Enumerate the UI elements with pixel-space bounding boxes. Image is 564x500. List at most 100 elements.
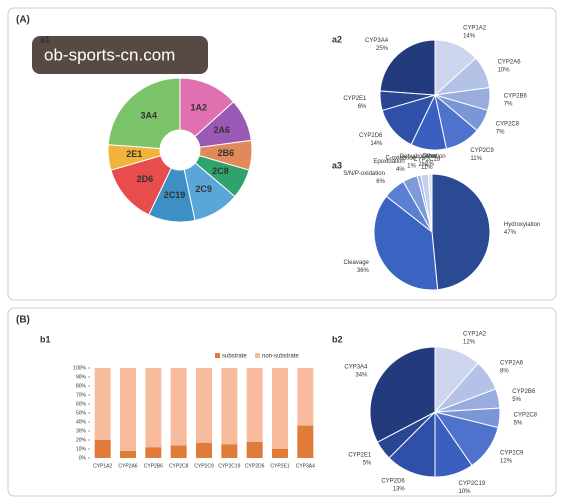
slice-label: 2C19 [164,190,186,200]
bar-segment [145,447,162,458]
slice-label: CYP1A2 [463,332,487,338]
slice-label: CYP2B6 [504,94,528,100]
slice-label: CYP2E1 [348,452,372,458]
slice-label: CYP2D6 [359,133,383,139]
slice-label: CYP2C8 [496,121,520,127]
bar-segment [94,440,111,458]
slice-value: 5% [512,397,521,403]
slice-label: CYP2E1 [343,96,367,102]
bar-segment [297,368,314,426]
bar-segment [297,425,314,458]
y-tick-label: 80% [76,383,87,389]
slice-value: 11% [421,165,433,171]
slice-label: Other [422,154,437,160]
slice-value: 1% [407,163,416,169]
bar-segment [145,368,162,448]
slice [107,77,181,150]
bar-segment [221,368,238,445]
y-tick-label: 60% [76,401,87,407]
slice [369,346,436,443]
slice-label: Cleavage [344,260,370,266]
slice-label: 2D6 [137,174,154,184]
slice-value: 25% [376,46,389,52]
slice-value: 14% [370,141,383,147]
slice-value: 4% [396,167,405,173]
panel-sublabel: b2 [332,334,343,344]
slice-value: 2% [418,162,427,168]
legend-label: non-substrate [262,354,299,360]
slice-value: 10% [459,489,472,495]
x-tick-label: CYP2A6 [118,463,137,469]
x-tick-label: CYP2C9 [194,463,214,469]
legend-label: substrate [222,354,247,360]
slice-value: 34% [355,373,368,379]
y-tick-label: 40% [76,419,87,425]
bar-segment [170,368,187,446]
bar-segment [120,368,136,451]
slice-label: 3A4 [140,111,157,121]
slice-value: 6% [376,179,385,185]
watermark: ob-sports-cn.com [44,45,175,64]
y-tick-label: 100% [73,365,86,371]
slice-label: CYP2B6 [512,389,536,395]
slice [427,173,433,233]
slice [431,173,491,291]
bar-segment [272,368,288,449]
bar-segment [221,444,238,458]
slice-label: 2E1 [126,149,142,159]
slice-label: CYP2A6 [498,60,522,66]
slice-label: Dehydrogenation [400,154,446,160]
slice-value: 13% [393,487,406,493]
y-tick-label: 70% [76,392,87,398]
slice-label: CYP2C19 [413,157,440,163]
slice-label: CYP2A6 [500,361,524,367]
slice-value: 11% [470,156,482,162]
slice-value: 12% [500,458,513,464]
slice [373,195,439,291]
x-tick-label: CYP1A2 [93,463,112,469]
slice-value: 6% [358,104,367,110]
slice [379,39,436,96]
y-tick-label: 0% [79,455,87,461]
slice-value: 5% [514,421,523,427]
panel-sublabel: a2 [332,34,342,44]
slice-label: CYP1A2 [463,26,487,32]
slice-label: 2C8 [212,166,229,176]
slice-label: CYP3A4 [365,38,389,44]
panel-label: (A) [16,15,30,26]
slice-value: 47% [504,230,517,236]
slice-label: CYP3A4 [344,365,368,371]
slice-label: Hydroxylation [504,222,540,228]
y-tick-label: 30% [76,428,87,434]
panel-frame [7,307,557,497]
slice-label: CYP2C8 [514,413,538,419]
x-tick-label: CYP2C8 [169,463,189,469]
panel-sublabel: b1 [40,334,51,344]
slice-value: 5% [363,460,372,466]
slice-label: CYP2C9 [500,450,524,456]
x-tick-label: CYP2B6 [144,463,163,469]
slice-value: 14% [463,34,476,40]
watermark-box [32,36,208,74]
slice-label: 1A2 [190,102,207,112]
slice-value: 8% [500,369,509,375]
slice-label: CYP2C9 [470,148,494,154]
y-tick-label: 20% [76,437,87,443]
slice-value: 7% [504,102,513,108]
legend-swatch [255,353,260,358]
slice-value: 1% [425,162,434,168]
plots: a11A22A62B62C82C92C192D62E13A4a2CYP1A214… [40,26,540,495]
bar-segment [120,450,136,458]
panel-frame [7,7,557,301]
slice-value: 7% [496,129,505,135]
slice-label: 2C9 [195,184,212,194]
bar-segment [170,445,187,458]
bar-segment [196,442,212,458]
x-tick-label: CYP3A4 [296,463,315,469]
slice-label: 2A6 [213,125,230,135]
slice-value: 10% [498,68,511,74]
bar-segment [246,368,263,442]
slice-label: 2B6 [218,148,235,158]
panel-label: (B) [16,315,30,326]
